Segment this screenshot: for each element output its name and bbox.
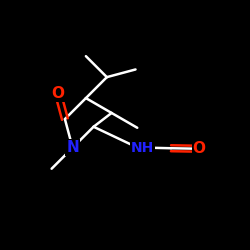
Text: O: O [52,86,64,101]
Text: N: N [66,140,79,155]
Text: NH: NH [131,141,154,155]
Text: O: O [193,141,206,156]
